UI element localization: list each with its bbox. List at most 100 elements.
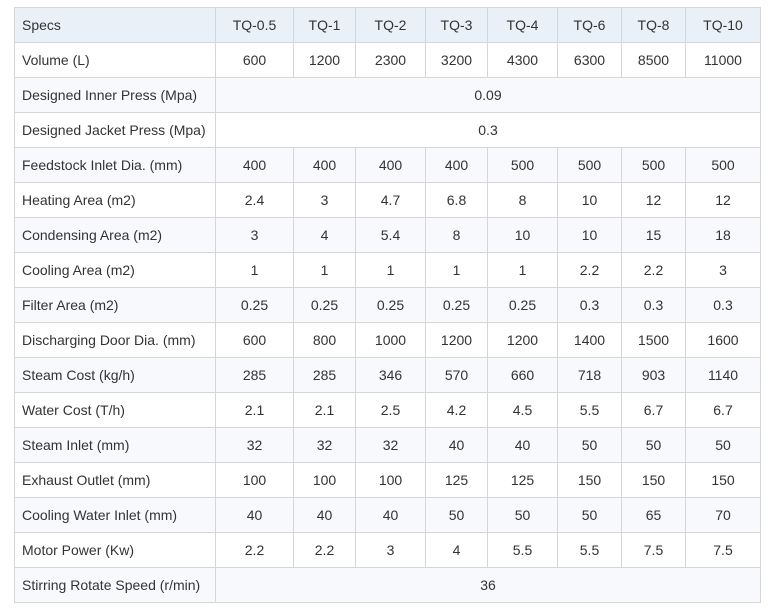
table-cell: 32 <box>293 427 356 463</box>
table-cell: 150 <box>685 462 761 498</box>
table-cell: 2.5 <box>355 392 426 428</box>
table-cell: 2.4 <box>215 182 294 218</box>
table-cell: 285 <box>215 357 294 393</box>
row-label: Water Cost (T/h) <box>14 392 216 428</box>
table-cell: 4300 <box>487 42 558 78</box>
table-cell: 1 <box>425 252 488 288</box>
table-row: Heating Area (m2) 2.4 3 4.7 6.8 8 10 12 12 <box>14 182 761 218</box>
table-cell: 150 <box>621 462 686 498</box>
table-cell: 0.3 <box>621 287 686 323</box>
table-row: Motor Power (Kw) 2.2 2.2 3 4 5.5 5.5 7.5 7.5 <box>14 532 761 568</box>
table-cell: 2300 <box>355 42 426 78</box>
table-cell: 500 <box>685 147 761 183</box>
table-cell: 285 <box>293 357 356 393</box>
table-cell: 2.1 <box>293 392 356 428</box>
table-row: Feedstock Inlet Dia. (mm) 400 400 400 400 500… <box>14 147 761 183</box>
header-model: TQ-1 <box>293 7 356 43</box>
table-cell: 6.7 <box>685 392 761 428</box>
header-model: TQ-10 <box>685 7 761 43</box>
table-cell: 2.2 <box>293 532 356 568</box>
table-cell: 600 <box>215 322 294 358</box>
table-cell: 10 <box>557 182 622 218</box>
table-cell: 32 <box>355 427 426 463</box>
table-cell: 8 <box>425 217 488 253</box>
table-row: Water Cost (T/h) 2.1 2.1 2.5 4.2 4.5 5.5 6.7 6.7 <box>14 392 761 428</box>
table-cell: 3 <box>685 252 761 288</box>
table-cell: 50 <box>425 497 488 533</box>
row-label: Cooling Water Inlet (mm) <box>14 497 216 533</box>
table-cell: 1200 <box>487 322 558 358</box>
table-cell: 0.25 <box>293 287 356 323</box>
table-cell: 400 <box>293 147 356 183</box>
table-cell: 600 <box>215 42 294 78</box>
table-cell: 0.25 <box>425 287 488 323</box>
table-row: Designed Jacket Press (Mpa) 0.3 <box>14 112 761 148</box>
table-cell: 8 <box>487 182 558 218</box>
row-label: Volume (L) <box>14 42 216 78</box>
table-cell: 400 <box>425 147 488 183</box>
table-row: Steam Inlet (mm) 32 32 32 40 40 50 50 50 <box>14 427 761 463</box>
table-cell: 1 <box>487 252 558 288</box>
table-cell: 5.5 <box>557 532 622 568</box>
table-cell: 11000 <box>685 42 761 78</box>
table-cell: 346 <box>355 357 426 393</box>
table-cell: 0.25 <box>215 287 294 323</box>
row-label: Steam Inlet (mm) <box>14 427 216 463</box>
table-cell: 12 <box>685 182 761 218</box>
table-cell: 32 <box>215 427 294 463</box>
table-row: Discharging Door Dia. (mm) 600 800 1000 1200… <box>14 322 761 358</box>
merged-cell: 0.09 <box>215 77 761 113</box>
table-cell: 40 <box>215 497 294 533</box>
table-cell: 6.8 <box>425 182 488 218</box>
table-cell: 1000 <box>355 322 426 358</box>
table-cell: 0.3 <box>685 287 761 323</box>
table-cell: 50 <box>685 427 761 463</box>
table-cell: 100 <box>355 462 426 498</box>
table-cell: 500 <box>487 147 558 183</box>
table-cell: 18 <box>685 217 761 253</box>
header-model: TQ-3 <box>425 7 488 43</box>
row-label: Heating Area (m2) <box>14 182 216 218</box>
table-cell: 2.2 <box>557 252 622 288</box>
table-cell: 100 <box>215 462 294 498</box>
table-cell: 1200 <box>425 322 488 358</box>
table-cell: 7.5 <box>621 532 686 568</box>
table-cell: 2.2 <box>215 532 294 568</box>
table-cell: 125 <box>425 462 488 498</box>
table-cell: 1 <box>293 252 356 288</box>
row-label: Condensing Area (m2) <box>14 217 216 253</box>
table-cell: 400 <box>355 147 426 183</box>
table-cell: 50 <box>621 427 686 463</box>
table-cell: 1200 <box>293 42 356 78</box>
table-cell: 1500 <box>621 322 686 358</box>
table-cell: 2.2 <box>621 252 686 288</box>
row-label: Stirring Rotate Speed (r/min) <box>14 567 216 603</box>
table-row: Steam Cost (kg/h) 285 285 346 570 660 718 903 11… <box>14 357 761 393</box>
table-cell: 8500 <box>621 42 686 78</box>
table-row: Condensing Area (m2) 3 4 5.4 8 10 10 15 18 <box>14 217 761 253</box>
table-cell: 800 <box>293 322 356 358</box>
row-label: Designed Jacket Press (Mpa) <box>14 112 216 148</box>
table-row: Volume (L) 600 1200 2300 3200 4300 6300 8500 110… <box>14 42 761 78</box>
table-cell: 100 <box>293 462 356 498</box>
table-cell: 500 <box>621 147 686 183</box>
table-cell: 70 <box>685 497 761 533</box>
table-row: Cooling Area (m2) 1 1 1 1 1 2.2 2.2 3 <box>14 252 761 288</box>
row-label: Steam Cost (kg/h) <box>14 357 216 393</box>
table-cell: 1600 <box>685 322 761 358</box>
table-cell: 50 <box>557 497 622 533</box>
table-cell: 570 <box>425 357 488 393</box>
table-cell: 1140 <box>685 357 761 393</box>
table-cell: 4.7 <box>355 182 426 218</box>
header-model: TQ-6 <box>557 7 622 43</box>
row-label: Exhaust Outlet (mm) <box>14 462 216 498</box>
table-cell: 1 <box>355 252 426 288</box>
header-row: Specs TQ-0.5 TQ-1 TQ-2 TQ-3 TQ-4 TQ-6 TQ-8 TQ-10 <box>14 7 761 43</box>
table-row: Stirring Rotate Speed (r/min) 36 <box>14 567 761 603</box>
merged-cell: 0.3 <box>215 112 761 148</box>
table-cell: 40 <box>293 497 356 533</box>
header-model: TQ-8 <box>621 7 686 43</box>
table-cell: 7.5 <box>685 532 761 568</box>
table-cell: 500 <box>557 147 622 183</box>
row-label: Designed Inner Press (Mpa) <box>14 77 216 113</box>
